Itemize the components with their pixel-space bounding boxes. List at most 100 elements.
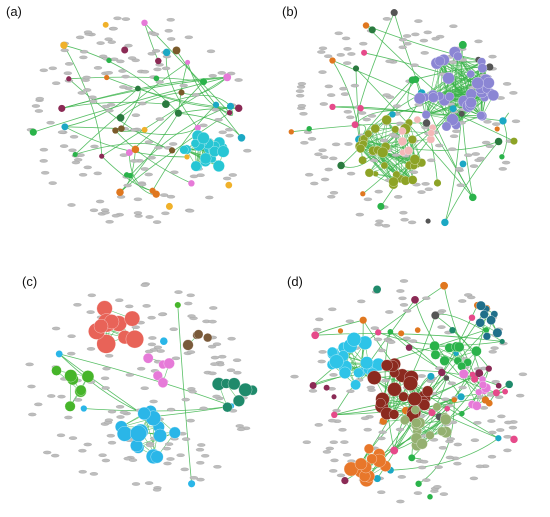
node [158,312,167,317]
node [356,144,366,154]
node [457,393,465,401]
node [78,173,88,177]
network [25,282,258,492]
node [499,117,507,125]
node [64,369,78,383]
node [76,153,85,157]
node [437,426,447,436]
node [28,412,37,417]
node [58,104,66,112]
node [485,365,492,372]
node [118,69,127,73]
node [166,194,176,199]
node [418,399,431,411]
edge [120,92,182,119]
node [153,75,160,82]
node [408,339,418,343]
node [147,155,156,160]
node [226,368,236,372]
node [115,298,124,302]
node [79,55,88,60]
node [188,480,196,488]
node [495,382,502,389]
node [232,394,245,407]
node [93,66,103,70]
node [318,350,327,354]
node [469,476,479,481]
node [207,344,217,349]
node [494,126,500,132]
node [476,111,486,121]
node [203,333,213,343]
node [29,128,37,136]
node [438,368,446,377]
node [346,389,355,393]
node [472,401,482,411]
node [199,78,208,86]
node [154,145,163,150]
edge [115,130,192,184]
node [381,359,393,372]
node [388,132,398,137]
node [123,183,132,188]
node [343,47,352,51]
node [228,173,237,177]
node [395,427,405,432]
node [186,293,195,298]
node [367,114,377,118]
node [83,165,92,170]
edge [64,126,188,158]
node [243,148,252,153]
node [137,406,151,421]
node [238,382,253,397]
node [111,213,121,218]
node [56,433,66,438]
node [377,202,385,210]
node [481,140,491,145]
node [358,111,367,115]
node [399,279,409,283]
node [351,121,359,129]
node [174,301,181,309]
node [208,371,217,376]
node [77,91,86,95]
node [363,443,375,454]
node [495,395,504,399]
edge [444,141,499,223]
node [487,454,497,459]
node [302,440,311,444]
node [305,172,314,177]
node [225,127,234,132]
node [155,117,164,121]
node [397,136,408,146]
node [39,159,48,163]
node [82,75,91,80]
node [385,310,394,314]
node [458,299,467,303]
node [458,369,469,379]
node [471,152,480,156]
node [377,436,386,441]
node [492,327,503,338]
node [337,161,345,170]
node [236,427,246,432]
node [212,394,221,399]
node [398,391,409,402]
node [41,171,50,175]
node [68,436,78,440]
node [355,212,364,217]
node [197,443,206,447]
node [465,96,477,109]
panel-label: (d) [287,274,303,289]
node [169,327,178,331]
node [299,112,308,116]
node [314,423,323,427]
node [201,454,210,458]
node [352,65,360,72]
edge [448,61,482,79]
node [48,181,57,185]
node [398,37,408,42]
nodes [25,282,258,492]
node [409,170,419,174]
nodes [290,279,528,504]
